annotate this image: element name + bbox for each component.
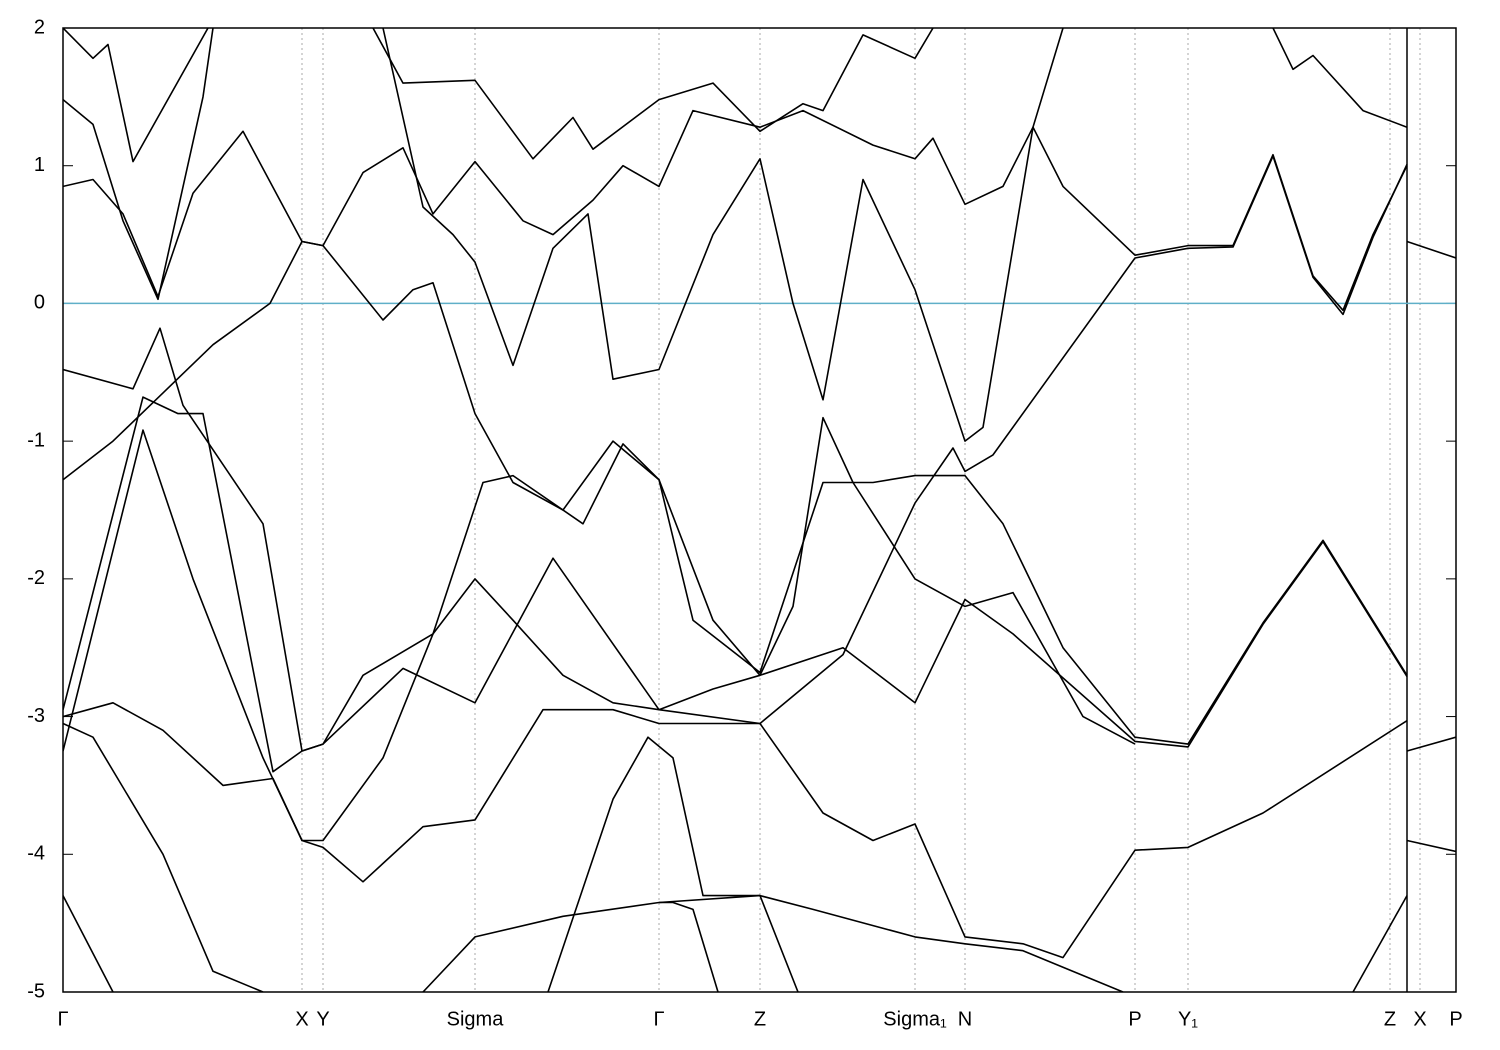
x-tick-label: Y₁ [1178,1008,1198,1030]
y-tick-label: -3 [27,705,45,727]
x-tick-label: Sigma [447,1008,505,1030]
band [63,722,264,992]
x-tick-label: X [295,1008,308,1030]
y-tick-label: -1 [27,429,45,451]
y-tick-label: -5 [27,980,45,1002]
x-tick-label: Γ [653,1008,664,1030]
x-tick-label: Sigma₁ [883,1008,947,1030]
band [547,736,799,992]
band [63,396,1408,773]
band [422,894,1124,992]
band [659,901,719,992]
band [382,28,1064,442]
x-tick-label: X [1413,1008,1426,1030]
x-tick-label: P [1449,1008,1462,1030]
band [372,28,934,160]
band [63,327,1408,959]
x-tick-label: Γ [57,1008,68,1030]
x-tick-label: Y [316,1008,329,1030]
plot-frame [62,27,1457,993]
band [63,28,209,163]
x-tick-label: Z [754,1008,766,1030]
y-tick-label: -2 [27,567,45,589]
y-tick-label: 2 [34,16,45,38]
x-tick-label: N [958,1008,972,1030]
band [63,155,1408,883]
band [63,416,1136,842]
band [1406,839,1456,853]
band [63,109,1408,481]
y-tick-label: 1 [34,154,45,176]
band [63,28,214,301]
band [1352,895,1408,992]
band [63,895,114,992]
band [1406,240,1456,259]
y-tick-label: -4 [27,843,45,865]
x-tick-label: Z [1384,1008,1396,1030]
band [63,130,1408,748]
x-tick-label: P [1128,1008,1141,1030]
y-tick-label: 0 [34,292,45,314]
band [1406,736,1456,752]
band [1272,28,1408,128]
